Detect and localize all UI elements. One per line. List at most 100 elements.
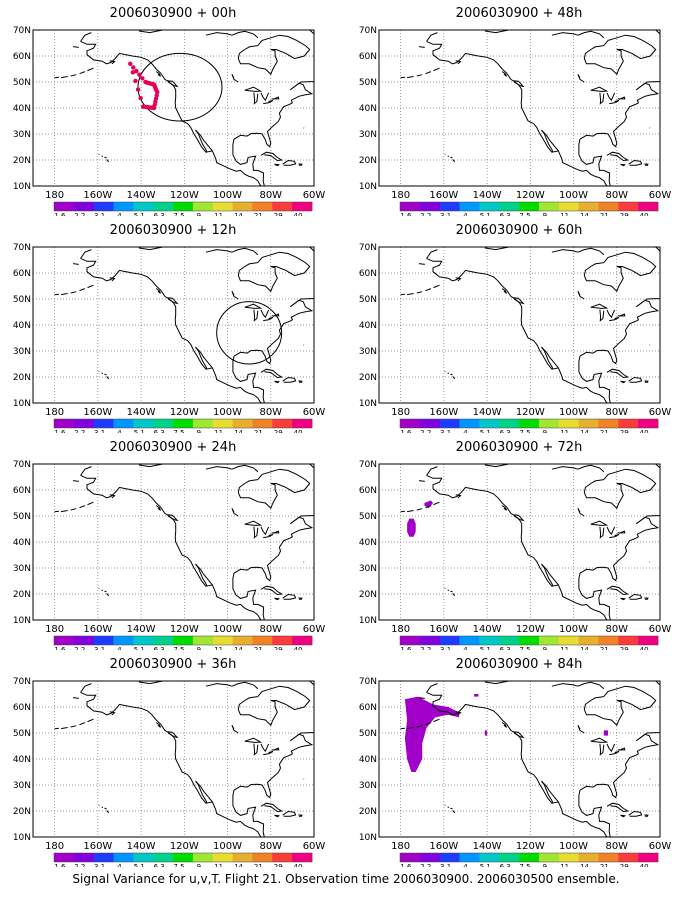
coastline	[155, 71, 161, 77]
coastline	[590, 737, 609, 743]
coastline	[54, 727, 59, 730]
coastline	[237, 262, 258, 276]
coastline	[257, 34, 311, 60]
coastline	[101, 155, 104, 158]
colorbar-swatch	[173, 853, 194, 862]
coastline	[450, 590, 453, 593]
coastline	[54, 510, 59, 513]
coastline	[232, 514, 314, 620]
colorbar-swatch	[93, 636, 114, 645]
coastline	[617, 96, 626, 100]
coastline	[455, 494, 462, 499]
lat-tick-label: 50N	[359, 78, 377, 88]
colorbar-swatch	[153, 419, 174, 428]
colorbar-swatch	[272, 419, 293, 428]
coastline	[271, 96, 280, 100]
coastline	[433, 284, 440, 289]
lat-tick-label: 50N	[359, 729, 377, 739]
coastline	[577, 507, 585, 517]
lat-tick-label: 70N	[359, 26, 377, 36]
coastline	[425, 288, 432, 292]
map-plot: 70N 60N 50N 40N 30N 20N 10N 180 160W 140W 120W 100W…	[359, 460, 672, 650]
colorbar-label: 40	[294, 863, 303, 867]
colorbar-label: 11	[214, 429, 223, 433]
colorbar-label: 3.1	[94, 646, 105, 650]
map-content	[400, 681, 660, 837]
colorbar-swatch	[73, 202, 94, 211]
colorbar-swatch	[479, 419, 500, 428]
coastline	[70, 74, 77, 77]
colorbar-label: 2.2	[420, 429, 431, 433]
colorbar-swatch	[252, 202, 273, 211]
coastline	[603, 251, 657, 277]
coastline	[418, 263, 425, 265]
lat-tick-label: 30N	[13, 781, 31, 791]
lat-tick-label: 70N	[359, 677, 377, 687]
coastline	[455, 60, 462, 65]
panel-title: 2006030900 + 24h	[109, 440, 237, 455]
colorbar-swatch	[232, 202, 253, 211]
colorbar-label: 11	[560, 212, 569, 216]
lon-tick-label: 160W	[429, 624, 458, 635]
colorbar-label: 5.1	[480, 863, 491, 867]
coastline	[501, 288, 507, 294]
coastline	[447, 589, 450, 592]
lat-tick-label: 60N	[13, 269, 31, 279]
lat-tick-label: 60N	[359, 269, 377, 279]
lon-tick-label: 140W	[473, 841, 502, 852]
coastline	[617, 747, 626, 751]
lat-tick-label: 20N	[359, 156, 377, 166]
colorbar-frame	[53, 635, 313, 646]
coastline	[274, 163, 280, 167]
coastline	[298, 814, 303, 817]
colorbar-swatch	[292, 636, 313, 645]
colorbar-swatch	[113, 202, 134, 211]
coastline	[551, 683, 579, 687]
colorbar-label: 40	[294, 212, 303, 216]
coastline	[426, 40, 608, 186]
colorbar-label: 21	[600, 646, 609, 650]
coastline	[426, 32, 438, 42]
coastline	[606, 368, 630, 379]
map-plot: 70N 60N 50N 40N 30N 20N 10N 180 160W 140W 120W 100W…	[13, 677, 326, 867]
coastline	[644, 814, 649, 817]
coastline	[80, 257, 262, 403]
lat-tick-label: 50N	[13, 295, 31, 305]
panel-title: 2006030900 + 12h	[109, 223, 237, 238]
lat-tick-label: 20N	[13, 156, 31, 166]
colorbar-label: 1.6	[400, 429, 412, 433]
flight-track-point	[130, 70, 136, 75]
colorbar-label: 6.3	[154, 212, 165, 216]
map-plot: 70N 60N 50N 40N 30N 20N 10N 180 160W 140W 120W 100W…	[13, 243, 326, 433]
coastline	[263, 100, 274, 105]
lat-tick-label: 20N	[13, 373, 31, 383]
lon-tick-label: 180	[45, 190, 64, 201]
coastline	[590, 520, 609, 526]
colorbar-swatch	[113, 636, 134, 645]
coastline	[282, 593, 297, 600]
colorbar-swatch	[439, 202, 460, 211]
coastline	[599, 526, 605, 539]
coastline	[205, 32, 233, 36]
coastline	[195, 129, 213, 152]
coastline	[231, 681, 259, 690]
colorbar-swatch	[400, 202, 421, 211]
colorbar-swatch	[479, 202, 500, 211]
map-content	[400, 247, 660, 403]
lon-tick-label: 100W	[213, 624, 242, 635]
coastline	[309, 30, 314, 35]
coastline	[426, 474, 608, 620]
colorbar-label: 5.1	[480, 212, 491, 216]
coastline	[253, 526, 259, 539]
colorbar-swatch	[519, 202, 540, 211]
colorbar-label: 2.2	[74, 429, 85, 433]
coastline	[512, 731, 525, 739]
coastline	[606, 92, 616, 102]
map-plot: 70N 60N 50N 40N 30N 20N 10N 180 160W 140W 120W 100W…	[359, 677, 672, 867]
coastline	[309, 464, 314, 469]
colorbar-swatch	[292, 853, 313, 862]
lon-tick-label: 120W	[170, 190, 199, 201]
signal-region	[484, 730, 488, 736]
coastline	[257, 251, 311, 277]
coastline	[166, 514, 179, 522]
